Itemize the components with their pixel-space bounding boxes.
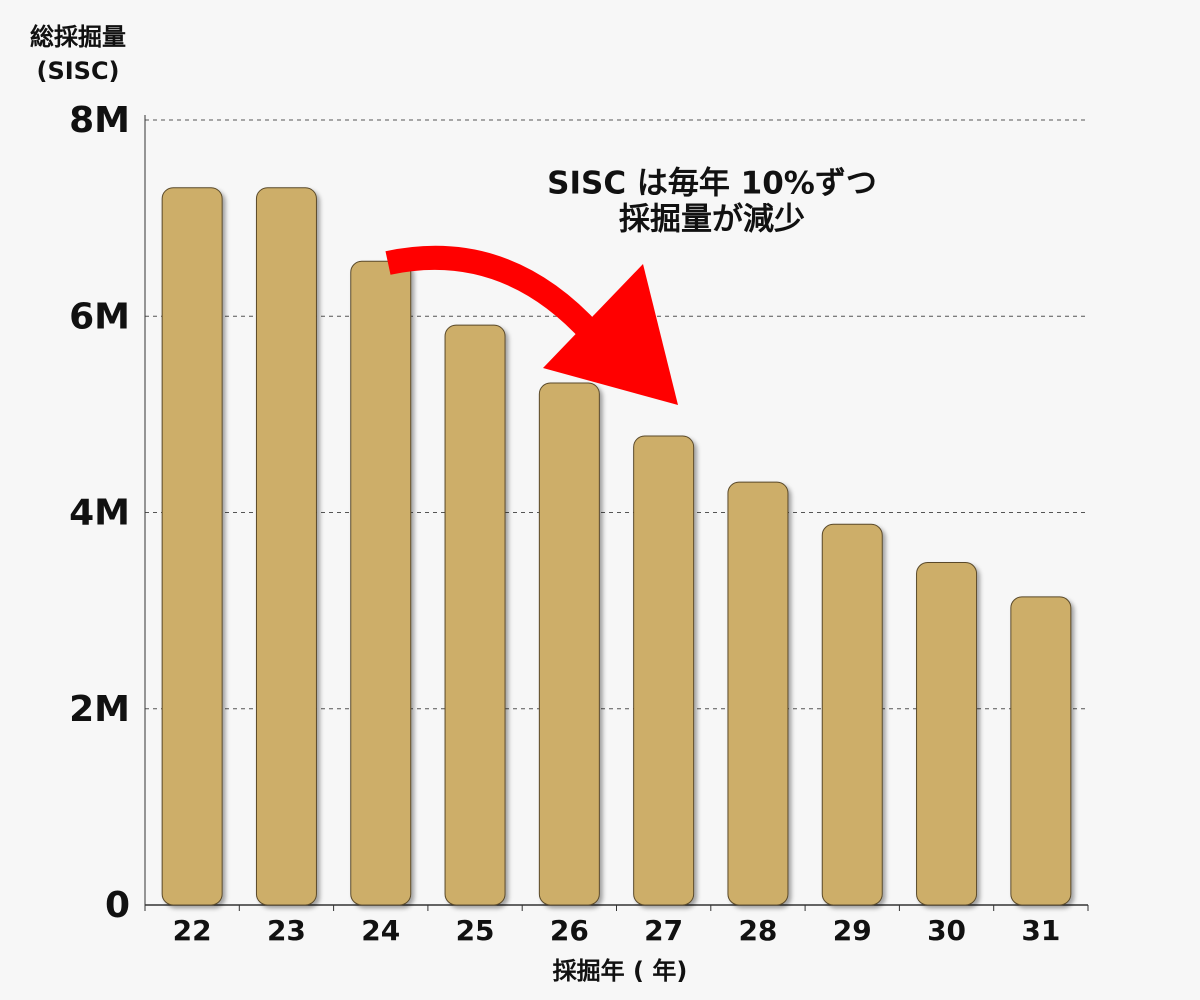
arrow-body	[385, 245, 601, 343]
x-tick-label: 26	[550, 914, 589, 947]
y-tick-label: 4M	[69, 493, 130, 534]
bar	[161, 187, 223, 906]
x-axis-label: 採掘年 ( 年)	[553, 957, 688, 985]
x-tick-label: 31	[1021, 914, 1060, 947]
annotation: SISC は毎年 10%ずつ	[547, 166, 877, 202]
y-tick-label: 0	[105, 885, 130, 926]
x-tick-label: 30	[927, 914, 966, 947]
y-tick-label: 8M	[69, 100, 130, 141]
x-tick-label: 25	[456, 914, 495, 947]
arrow-head	[543, 264, 678, 405]
x-tick-label: 24	[361, 914, 400, 947]
y-axis-label: 総採掘量	[30, 23, 126, 51]
bar	[444, 324, 506, 906]
x-tick-label: 28	[738, 914, 777, 947]
y-tick-label: 2M	[69, 689, 130, 730]
bar	[538, 382, 600, 906]
bar	[916, 562, 978, 906]
x-tick-label: 29	[833, 914, 872, 947]
y-axis-label: (SISC)	[36, 57, 119, 85]
bar	[1010, 596, 1072, 906]
x-tick-label: 23	[267, 914, 306, 947]
bar	[350, 260, 412, 906]
bar	[633, 435, 695, 906]
arrow	[385, 245, 678, 405]
x-tick-label: 22	[173, 914, 212, 947]
bar	[727, 481, 789, 906]
plot-area: 0 2M 4M 6M 8M 22 23 24 25 26 27 28 29 30 31	[69, 100, 1089, 947]
annotation: 採掘量が減少	[619, 202, 805, 238]
y-tick-label: 6M	[69, 296, 130, 337]
x-tick-label: 27	[644, 914, 683, 947]
bar	[821, 523, 883, 906]
bar	[255, 187, 317, 906]
